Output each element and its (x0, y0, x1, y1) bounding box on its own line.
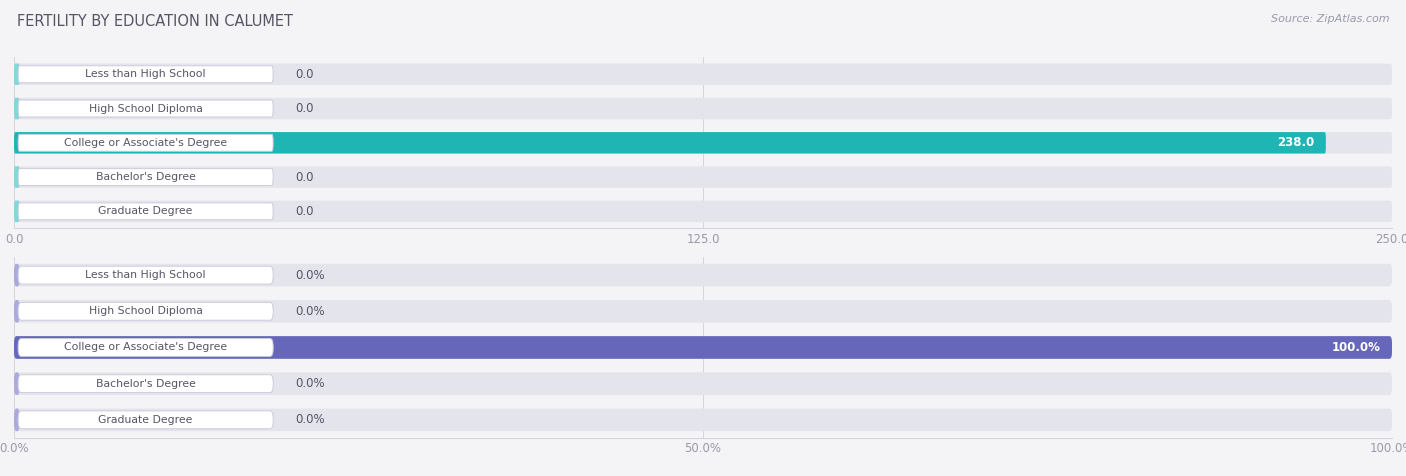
FancyBboxPatch shape (14, 200, 20, 222)
FancyBboxPatch shape (14, 264, 20, 287)
Text: FERTILITY BY EDUCATION IN CALUMET: FERTILITY BY EDUCATION IN CALUMET (17, 14, 292, 30)
Text: 0.0%: 0.0% (295, 268, 325, 282)
Text: Bachelor's Degree: Bachelor's Degree (96, 378, 195, 389)
Text: College or Associate's Degree: College or Associate's Degree (65, 342, 228, 353)
FancyBboxPatch shape (14, 98, 1392, 119)
FancyBboxPatch shape (14, 63, 1392, 85)
Text: 0.0: 0.0 (295, 102, 314, 115)
FancyBboxPatch shape (14, 166, 1392, 188)
Text: Less than High School: Less than High School (86, 69, 205, 79)
FancyBboxPatch shape (18, 100, 273, 117)
FancyBboxPatch shape (14, 132, 1326, 154)
FancyBboxPatch shape (18, 66, 273, 83)
FancyBboxPatch shape (14, 98, 20, 119)
FancyBboxPatch shape (14, 166, 20, 188)
Text: 100.0%: 100.0% (1331, 341, 1381, 354)
Text: 0.0: 0.0 (295, 205, 314, 218)
Text: Graduate Degree: Graduate Degree (98, 415, 193, 425)
FancyBboxPatch shape (18, 134, 273, 151)
Text: 0.0: 0.0 (295, 170, 314, 184)
FancyBboxPatch shape (18, 266, 273, 284)
FancyBboxPatch shape (14, 336, 1392, 359)
FancyBboxPatch shape (14, 300, 20, 323)
FancyBboxPatch shape (18, 302, 273, 320)
Text: Bachelor's Degree: Bachelor's Degree (96, 172, 195, 182)
FancyBboxPatch shape (14, 372, 20, 395)
FancyBboxPatch shape (18, 203, 273, 220)
Text: Graduate Degree: Graduate Degree (98, 206, 193, 217)
Text: Source: ZipAtlas.com: Source: ZipAtlas.com (1271, 14, 1389, 24)
FancyBboxPatch shape (14, 408, 20, 431)
FancyBboxPatch shape (14, 336, 1392, 359)
FancyBboxPatch shape (18, 375, 273, 393)
Text: 0.0: 0.0 (295, 68, 314, 81)
FancyBboxPatch shape (14, 264, 1392, 287)
FancyBboxPatch shape (14, 200, 1392, 222)
Text: 0.0%: 0.0% (295, 377, 325, 390)
FancyBboxPatch shape (18, 338, 273, 357)
Text: High School Diploma: High School Diploma (89, 306, 202, 317)
Text: Less than High School: Less than High School (86, 270, 205, 280)
Text: 238.0: 238.0 (1278, 136, 1315, 149)
FancyBboxPatch shape (18, 411, 273, 429)
FancyBboxPatch shape (14, 408, 1392, 431)
FancyBboxPatch shape (14, 300, 1392, 323)
FancyBboxPatch shape (14, 372, 1392, 395)
Text: High School Diploma: High School Diploma (89, 103, 202, 114)
Text: College or Associate's Degree: College or Associate's Degree (65, 138, 228, 148)
FancyBboxPatch shape (18, 169, 273, 186)
FancyBboxPatch shape (14, 132, 1392, 154)
Text: 0.0%: 0.0% (295, 413, 325, 426)
Text: 0.0%: 0.0% (295, 305, 325, 318)
FancyBboxPatch shape (14, 63, 20, 85)
